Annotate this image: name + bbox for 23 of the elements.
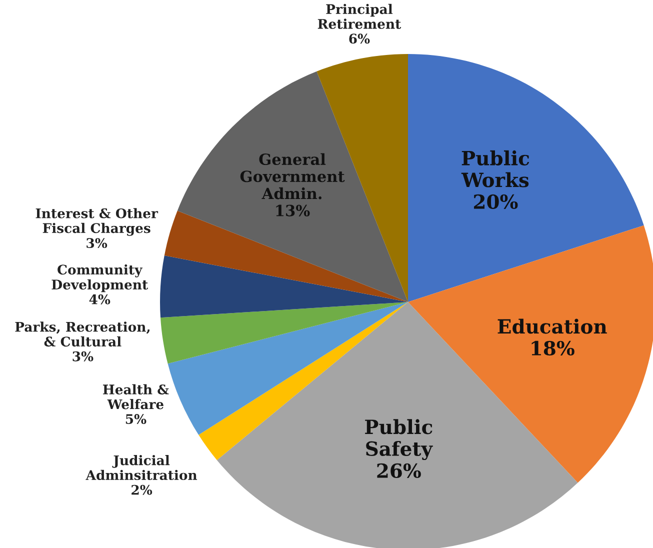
data-label: 4% bbox=[89, 294, 110, 304]
data-label: 2% bbox=[132, 484, 152, 495]
pie-slice bbox=[177, 71, 408, 302]
slice-label: Judicial Adminsitration bbox=[86, 455, 198, 480]
slice-label: Public Safety bbox=[365, 419, 433, 460]
data-label: 6% bbox=[349, 34, 370, 44]
pie-slice bbox=[160, 302, 408, 364]
slice-label: Community Development bbox=[52, 264, 148, 292]
data-label: 3% bbox=[72, 351, 94, 362]
data-label: 3% bbox=[86, 238, 108, 248]
slice-label: Health & Welfare bbox=[103, 384, 169, 410]
data-label: 20% bbox=[474, 194, 518, 210]
data-label: 18% bbox=[532, 340, 574, 356]
slice-label: Parks, Recreation, & Cultural bbox=[15, 322, 150, 347]
data-label: 26% bbox=[377, 463, 421, 478]
slice-label: Education bbox=[498, 318, 607, 334]
pie-slice bbox=[160, 256, 408, 318]
slice-label: Interest & Other Fiscal Charges bbox=[36, 208, 158, 236]
data-label: 5% bbox=[126, 414, 146, 424]
slice-label: General Government Admin. bbox=[240, 153, 345, 200]
slice-label: Public Works bbox=[461, 150, 530, 188]
data-label: 13% bbox=[276, 204, 310, 216]
slice-label: Principal Retirement bbox=[318, 4, 402, 29]
